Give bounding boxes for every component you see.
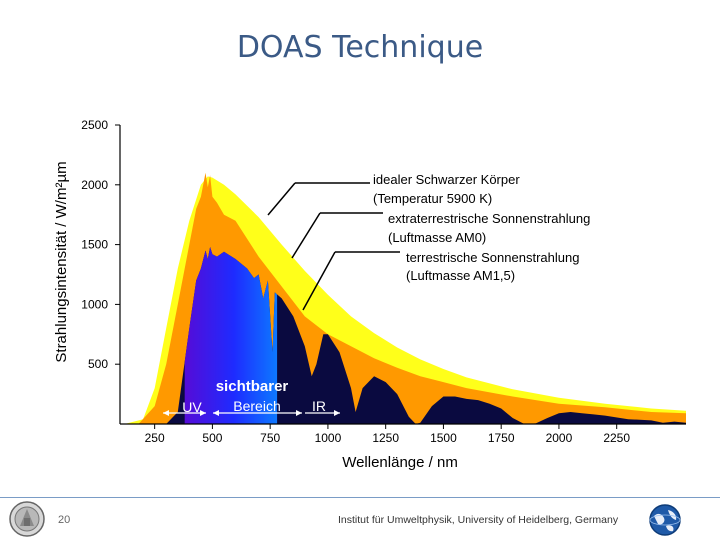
annotation-terrestrial-line1: terrestrische Sonnenstrahlung [406, 250, 579, 265]
footer-divider [0, 497, 720, 498]
x-tick-label: 1750 [488, 431, 515, 445]
slide-title: DOAS Technique [236, 30, 484, 65]
x-tick-label: 1500 [430, 431, 457, 445]
x-tick-label: 500 [202, 431, 222, 445]
page-number: 20 [58, 514, 71, 526]
x-axis-label: Wellenlänge / nm [342, 454, 458, 471]
axes: 500 1000 1500 2000 2500 250 500 750 1000 1250 150… [81, 118, 686, 445]
x-tick-label: 2000 [546, 431, 573, 445]
region-ir-label: IR [312, 398, 326, 414]
institute-logo-icon [649, 504, 681, 536]
x-tick-label: 250 [145, 431, 165, 445]
annotation-extraterrestrial-line1: extraterrestrische Sonnenstrahlung [388, 211, 590, 226]
annotation-terrestrial-line2: (Luftmasse AM1,5) [406, 268, 515, 283]
y-tick-label: 1500 [81, 238, 108, 252]
x-tick-label: 750 [260, 431, 280, 445]
annotation-extraterrestrial-line2: (Luftmasse AM0) [388, 230, 486, 245]
annotation-blackbody-line1: idealer Schwarzer Körper [373, 172, 520, 187]
y-tick-label: 2000 [81, 178, 108, 192]
y-axis-label: Strahlungsintensität / W/m²µm [53, 161, 70, 362]
y-tick-label: 2500 [81, 118, 108, 132]
region-uv-label: UV [182, 399, 202, 415]
spectral-regions: UV sichtbarer Bereich IR [163, 378, 340, 416]
university-seal-icon [9, 501, 45, 537]
annotation-blackbody: idealer Schwarzer Körper (Temperatur 590… [267, 172, 520, 216]
y-tick-label: 500 [88, 357, 108, 371]
institute-footer: Institut für Umweltphysik, University of… [338, 514, 619, 526]
y-tick-label: 1000 [81, 297, 108, 311]
terrestrial-area [166, 247, 686, 424]
annotation-terrestrial: terrestrische Sonnenstrahlung (Luftmasse… [302, 250, 579, 311]
annotation-extraterrestrial: extraterrestrische Sonnenstrahlung (Luft… [291, 211, 590, 259]
visible-spectrum-area [184, 247, 278, 424]
x-tick-label: 1250 [372, 431, 399, 445]
x-tick-label: 2250 [603, 431, 630, 445]
region-visible-label-line2: Bereich [233, 398, 280, 414]
annotation-blackbody-line2: (Temperatur 5900 K) [373, 191, 492, 206]
region-visible-label-line1: sichtbarer [216, 378, 289, 395]
x-tick-label: 1000 [315, 431, 342, 445]
